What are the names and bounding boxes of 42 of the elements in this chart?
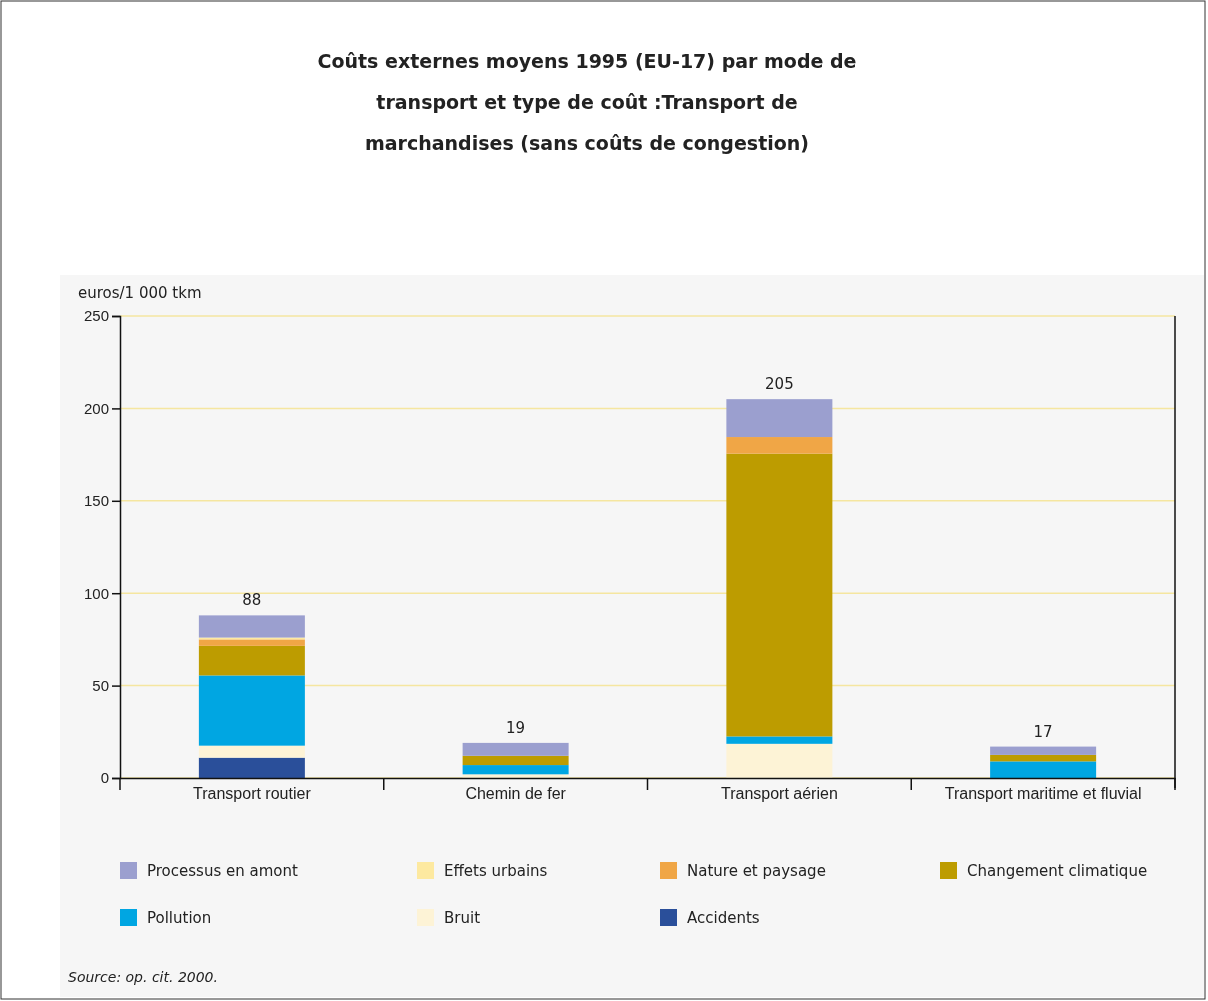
bar	[198, 645, 305, 676]
legend-label: Pollution	[147, 909, 212, 927]
y-tick-label: 100	[83, 584, 109, 602]
y-tick-label: 200	[83, 399, 109, 417]
bar	[726, 743, 833, 778]
bar	[198, 639, 305, 646]
legend-label: Processus en amont	[147, 862, 298, 880]
bar	[198, 757, 305, 778]
x-tick-label: Transport routier	[193, 784, 312, 802]
bar	[198, 745, 305, 758]
total-label: 205	[765, 375, 794, 394]
bar	[726, 736, 833, 744]
x-tick-label: Transport maritime et fluvial	[944, 784, 1142, 802]
bar	[462, 774, 569, 778]
y-tick-label: 50	[92, 676, 109, 694]
y-axis-title: euros/1 000 tkm	[78, 284, 202, 302]
y-tick-label: 0	[100, 769, 109, 787]
y-tick-label: 250	[83, 307, 109, 325]
bar	[990, 761, 1097, 778]
bar	[462, 755, 569, 766]
x-tick-label: Chemin de fer	[465, 784, 567, 802]
legend-label: Accidents	[687, 909, 760, 927]
legend-label: Bruit	[444, 909, 481, 927]
x-tick-label: Transport aérien	[720, 784, 838, 802]
bar	[990, 746, 1097, 755]
source-note: Source: op. cit. 2000.	[68, 969, 218, 985]
bar	[462, 742, 569, 756]
legend-label: Nature et paysage	[687, 862, 826, 880]
total-label: 17	[1033, 722, 1053, 741]
bar	[462, 765, 569, 775]
bar	[990, 754, 1097, 762]
bar	[726, 399, 833, 438]
y-tick-label: 150	[83, 492, 109, 510]
bar	[198, 675, 305, 746]
legend-label: Changement climatique	[967, 862, 1148, 880]
chart-title: Coûts externes moyens 1995 (EU-17) par mode de transport et type de coût :Transport de marchandises (sans coûts de congestion)	[317, 50, 857, 154]
bar	[726, 453, 833, 737]
total-label: 19	[506, 718, 526, 737]
total-label: 88	[242, 591, 262, 610]
legend-label: Effets urbains	[444, 862, 548, 880]
bar	[198, 615, 305, 638]
bar	[726, 437, 833, 454]
